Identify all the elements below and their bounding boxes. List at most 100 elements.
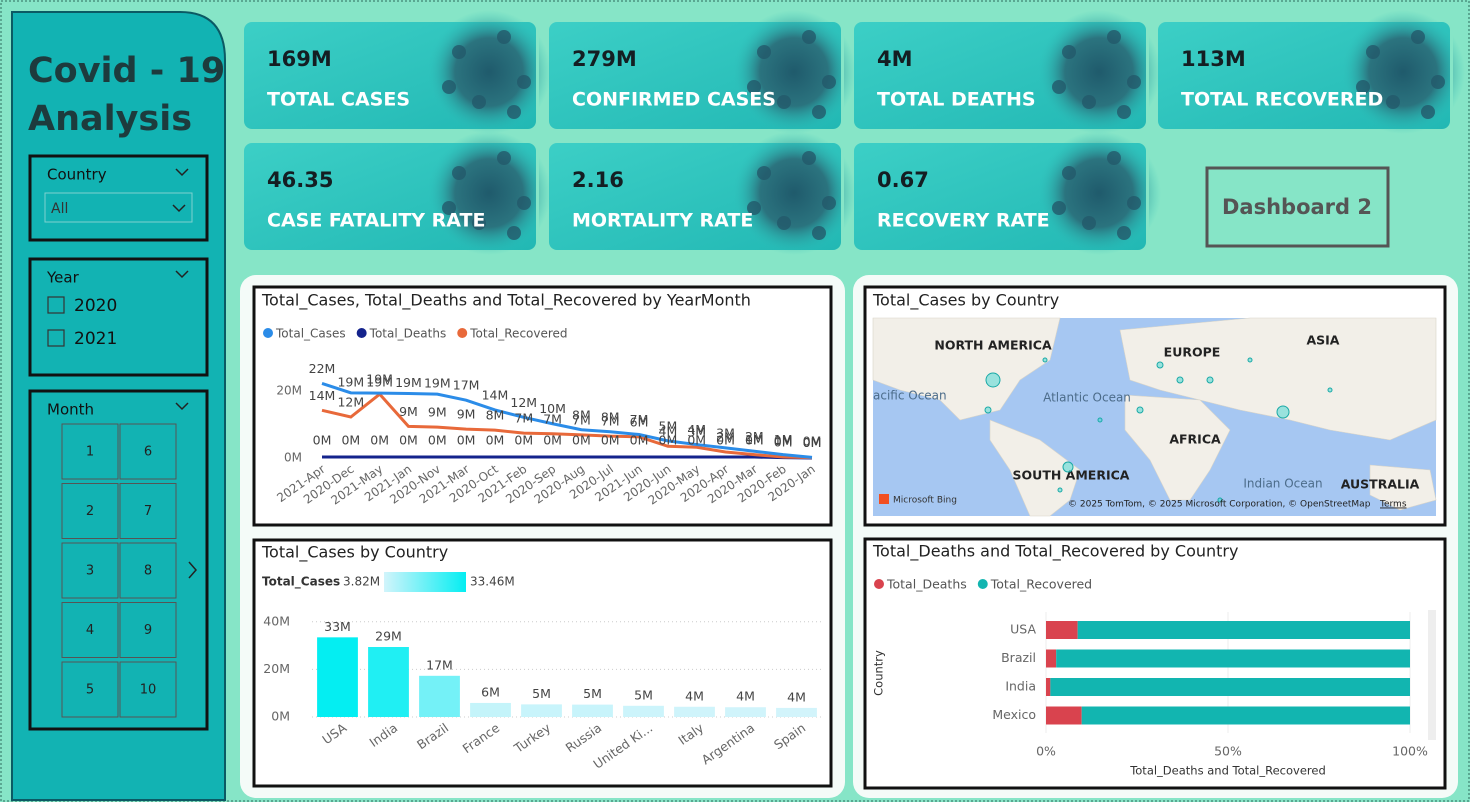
bar[interactable] (368, 647, 409, 717)
scrollbar[interactable] (1428, 610, 1436, 740)
month-tile[interactable] (61, 423, 119, 480)
chart-title: Total_Cases by Country (872, 291, 1059, 311)
bar-segment[interactable] (1046, 649, 1057, 668)
bar-segment[interactable] (1050, 678, 1410, 696)
map-bubble[interactable] (1217, 497, 1223, 503)
month-option[interactable]: 5 (86, 683, 94, 698)
month-tile[interactable] (119, 483, 177, 539)
card-image-spike (1356, 80, 1370, 94)
dropdown[interactable] (44, 192, 193, 223)
map-bubble[interactable] (1097, 417, 1103, 423)
month-option[interactable]: 10 (140, 683, 157, 698)
map-bubble[interactable] (985, 372, 1001, 388)
bar[interactable] (317, 637, 358, 717)
data-label: 19M (395, 375, 422, 390)
month-option[interactable]: 8 (144, 564, 152, 579)
kpi-label: CASE FATALITY RATE (267, 210, 485, 232)
month-option[interactable]: 6 (144, 445, 152, 460)
bar[interactable] (623, 705, 664, 717)
legend-label[interactable]: Total_Recovered (469, 327, 567, 341)
map-bubble[interactable] (1062, 461, 1074, 473)
map-bubble[interactable] (1176, 376, 1184, 384)
month-option[interactable]: 4 (86, 623, 94, 638)
month-tile[interactable] (61, 602, 119, 658)
kpi-label: RECOVERY RATE (877, 210, 1050, 232)
bar[interactable] (419, 675, 460, 717)
data-label: 3M (687, 425, 706, 440)
map-bubble[interactable] (1042, 357, 1048, 363)
month-tile[interactable] (61, 483, 119, 539)
dropdown-chevron[interactable] (172, 204, 186, 213)
bar-segment[interactable] (1046, 621, 1078, 639)
legend-marker[interactable] (874, 579, 884, 589)
map-bubble[interactable] (1057, 487, 1063, 493)
month-option[interactable]: 3 (86, 564, 94, 579)
map-bubble[interactable] (984, 406, 992, 414)
legend-marker[interactable] (977, 579, 988, 589)
data-label: 33M (324, 619, 351, 634)
bar-segment[interactable] (1046, 706, 1082, 725)
bar[interactable] (776, 707, 817, 717)
slicer-chevron[interactable] (175, 168, 189, 177)
month-tile[interactable] (119, 542, 177, 599)
data-label: 4M (659, 424, 678, 439)
map-bubble[interactable] (1327, 387, 1333, 393)
map-label: NORTH AMERICA (934, 338, 1052, 353)
bar[interactable] (521, 704, 562, 717)
month-tile[interactable] (119, 661, 177, 718)
map-bubble[interactable] (1156, 361, 1164, 369)
slicer-option[interactable]: 2020 (74, 296, 117, 316)
checkbox[interactable] (47, 329, 65, 347)
month-option[interactable]: 7 (144, 504, 152, 519)
month-option[interactable]: 9 (144, 623, 152, 638)
map-label: Atlantic Ocean (1043, 391, 1131, 405)
slicer-option[interactable]: 2021 (74, 329, 117, 349)
button-label[interactable]: Dashboard 2 (1222, 195, 1372, 219)
data-label: 0M (313, 432, 332, 447)
legend-label[interactable]: Total_Deaths (369, 327, 447, 341)
legend-label[interactable]: Total_Cases (275, 327, 346, 341)
data-label: 2M (745, 429, 764, 444)
data-label: 19M (337, 374, 364, 389)
bar-segment[interactable] (1077, 621, 1410, 639)
bar[interactable] (674, 706, 715, 717)
slicer-chevron[interactable] (175, 270, 189, 279)
month-tile[interactable] (61, 661, 119, 718)
bar[interactable] (572, 704, 613, 717)
data-label: 10M (539, 401, 566, 416)
month-tile[interactable] (119, 423, 177, 480)
legend-label[interactable]: Total_Deaths (886, 577, 967, 592)
x-tick-label: 100% (1392, 744, 1428, 759)
scroll-arrow[interactable] (188, 561, 197, 579)
legend-marker[interactable] (457, 328, 468, 338)
map-terms[interactable]: Terms (1379, 500, 1407, 510)
card-image-spike (812, 105, 826, 119)
bar-segment[interactable] (1056, 649, 1410, 668)
data-label: 9M (399, 404, 418, 419)
dashboard-button[interactable] (1205, 166, 1390, 248)
card-image-spike (1082, 216, 1096, 230)
bar-segment[interactable] (1081, 706, 1410, 725)
bar-segment[interactable] (1046, 678, 1051, 696)
data-label: 12M (337, 395, 364, 410)
month-option[interactable]: 2 (86, 504, 94, 519)
bar[interactable] (470, 702, 511, 717)
legend-marker[interactable] (263, 328, 273, 338)
month-option[interactable]: 1 (86, 445, 94, 460)
card-image (1037, 10, 1161, 134)
map-bubble[interactable] (1247, 357, 1253, 363)
month-tile[interactable] (119, 602, 177, 658)
legend-marker[interactable] (356, 328, 367, 338)
dropdown-value[interactable]: All (51, 201, 68, 217)
map-bubble[interactable] (1276, 405, 1290, 419)
map-bubble[interactable] (1136, 406, 1144, 414)
month-tile[interactable] (61, 542, 119, 599)
map-label: SOUTH AMERICA (1013, 468, 1130, 483)
slicer-chevron[interactable] (175, 402, 189, 411)
data-label: 3M (716, 425, 735, 440)
checkbox[interactable] (47, 296, 65, 314)
bar[interactable] (725, 707, 766, 717)
card-image-spike (472, 216, 486, 230)
legend-label[interactable]: Total_Recovered (990, 577, 1092, 592)
map-bubble[interactable] (1206, 376, 1214, 384)
